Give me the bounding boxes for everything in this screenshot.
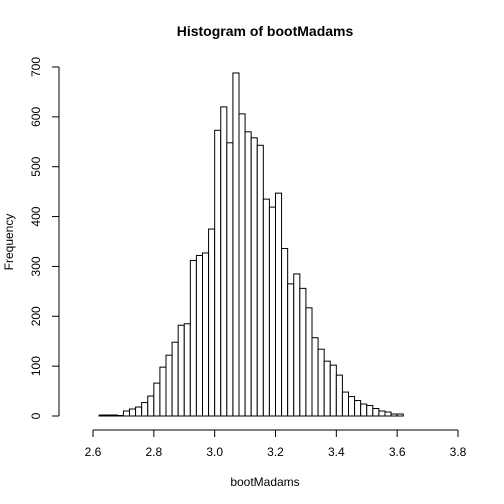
histogram-bar — [396, 413, 404, 417]
histogram-bar — [354, 400, 362, 417]
histogram-bar — [226, 142, 234, 417]
y-tick-label: 700 — [29, 57, 43, 77]
histogram-bar — [348, 396, 356, 417]
x-tick-label: 3.0 — [206, 445, 223, 459]
histogram-bar — [378, 410, 386, 417]
histogram-bar — [171, 341, 179, 417]
x-tick-label: 3.8 — [450, 445, 467, 459]
histogram-bar — [141, 402, 149, 417]
histogram-bar — [311, 337, 319, 417]
histogram-bar — [341, 391, 350, 417]
histogram-bar — [189, 259, 197, 417]
histogram-bar — [195, 254, 203, 417]
histogram-bar — [335, 374, 343, 417]
histogram-bar — [177, 324, 185, 417]
x-axis-label: bootMadams — [230, 475, 299, 489]
chart-title: Histogram of bootMadams — [177, 23, 354, 39]
histogram-bar — [183, 323, 191, 417]
histogram-bar — [147, 395, 155, 417]
y-tick-label: 600 — [29, 107, 43, 127]
histogram-bar — [122, 410, 130, 417]
histogram-bar — [220, 106, 228, 417]
x-tick-label: 3.6 — [389, 445, 406, 459]
histogram-bar — [384, 411, 392, 417]
y-tick-label: 300 — [29, 256, 43, 276]
y-axis-label: Frequency — [2, 214, 16, 271]
histogram-bar — [366, 405, 374, 417]
histogram-bar — [329, 364, 337, 417]
histogram-bar — [232, 72, 240, 417]
histogram-bar — [293, 273, 301, 417]
histogram-bar — [129, 408, 137, 417]
y-tick-label: 0 — [29, 412, 43, 419]
y-tick-label: 200 — [29, 306, 43, 326]
bars-group — [98, 72, 404, 417]
histogram-bar — [104, 414, 112, 417]
y-tick-label: 100 — [29, 356, 43, 376]
histogram-bar — [208, 228, 216, 417]
y-tick-label: 400 — [29, 206, 43, 226]
x-tick-label: 3.2 — [267, 445, 284, 459]
histogram-bar — [323, 360, 331, 417]
x-tick-label: 2.6 — [85, 445, 102, 459]
histogram-bar — [299, 287, 307, 417]
histogram-bar — [372, 408, 380, 417]
histogram-bar — [153, 382, 161, 417]
histogram-bar — [116, 415, 124, 417]
histogram-bar — [305, 307, 313, 417]
histogram-bar — [256, 144, 264, 417]
histogram-bar — [275, 192, 283, 417]
histogram-bar — [238, 113, 246, 417]
histogram-bar — [165, 354, 173, 417]
histogram-bar — [287, 283, 295, 417]
histogram-bar — [268, 206, 277, 417]
histogram-bar — [262, 198, 270, 417]
x-tick-label: 3.4 — [328, 445, 345, 459]
histogram-bar — [202, 252, 210, 417]
histogram-bar — [135, 406, 143, 417]
histogram-bar — [281, 247, 289, 417]
histogram-bar — [317, 348, 325, 417]
histogram-bar — [214, 129, 222, 417]
histogram-bar — [159, 366, 167, 417]
histogram-bar — [110, 414, 118, 417]
x-axis: 2.6 2.8 3.0 3.2 3.4 3.6 3.8 — [85, 429, 467, 459]
y-tick-label: 500 — [29, 156, 43, 176]
y-axis: 0 100 200 300 400 500 600 700 — [29, 57, 60, 419]
histogram-bar — [244, 131, 252, 417]
x-tick-label: 2.8 — [145, 445, 162, 459]
histogram-bar — [98, 414, 106, 417]
histogram-bar — [250, 137, 258, 417]
histogram-bar — [390, 413, 398, 417]
histogram-bar — [360, 403, 368, 417]
